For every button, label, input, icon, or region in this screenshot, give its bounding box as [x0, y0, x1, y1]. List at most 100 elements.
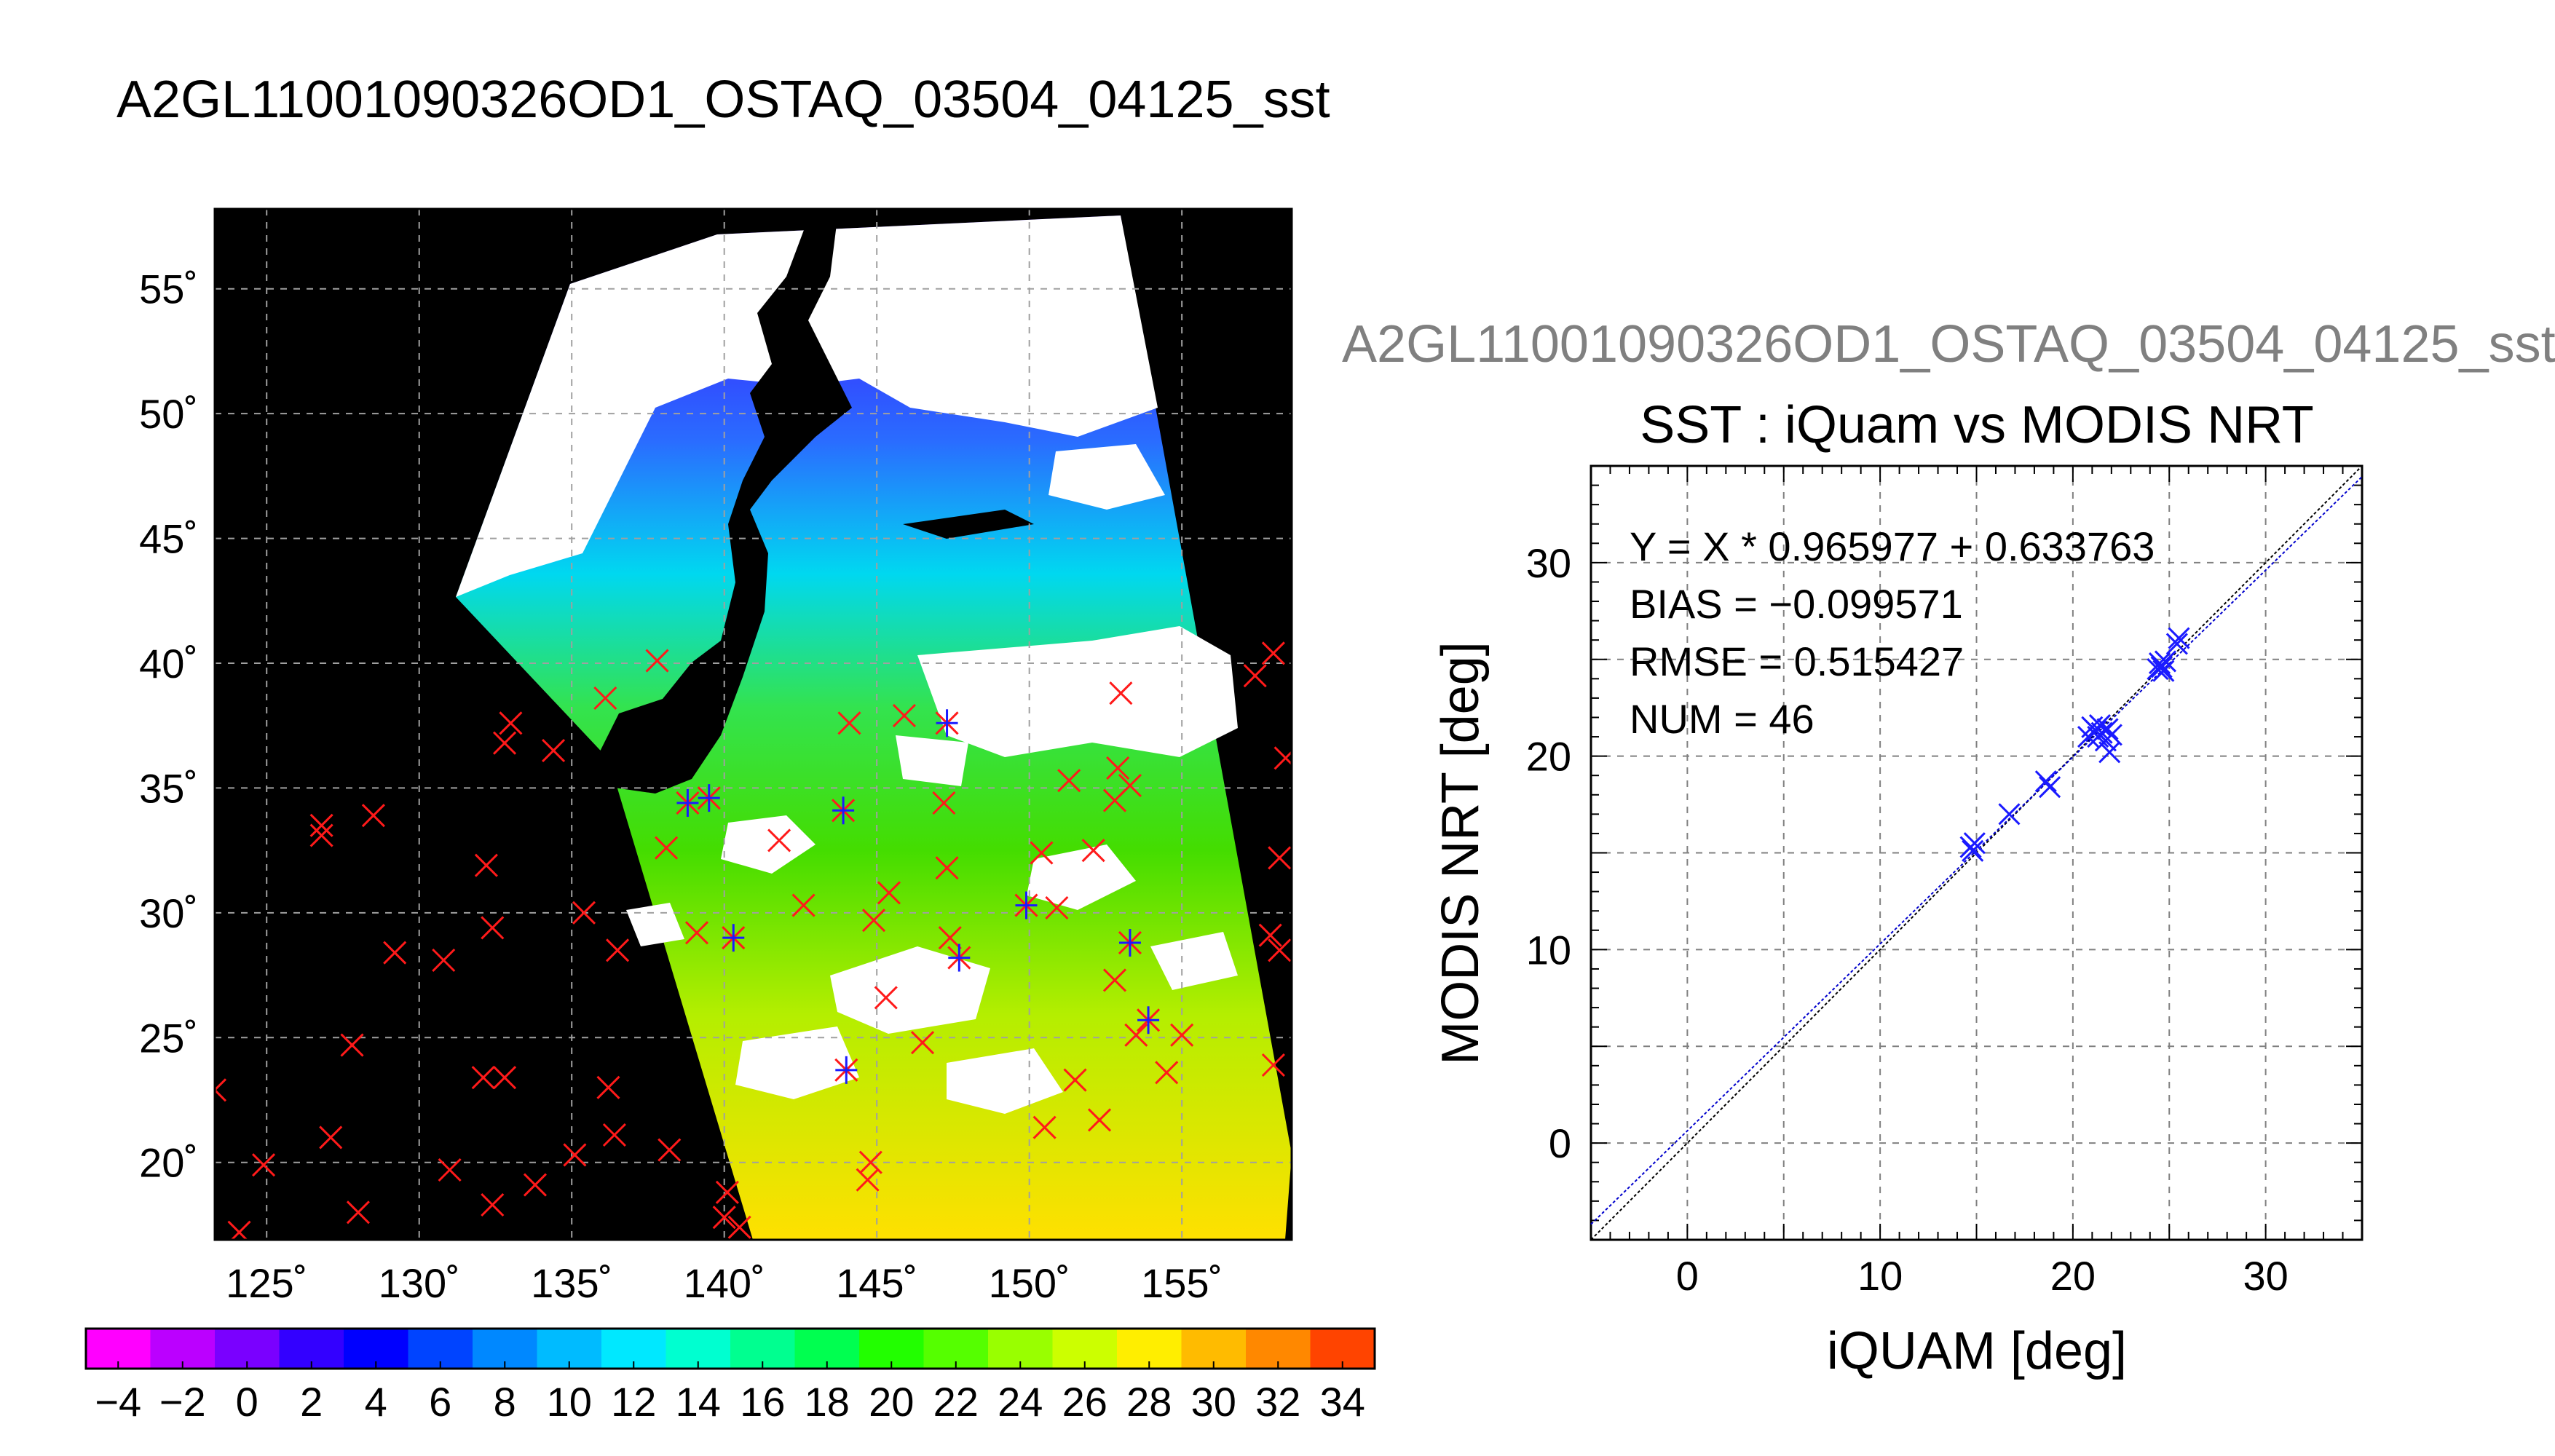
- red-x-marker: [1124, 1023, 1148, 1047]
- red-x-marker: [712, 1206, 736, 1230]
- red-x-marker: [1057, 769, 1081, 793]
- scatter-minor-ticks: [1591, 466, 2362, 1240]
- red-x-marker: [1299, 769, 1321, 791]
- map-y-tick-label: 30˚: [139, 890, 198, 936]
- scatter-point: [2150, 656, 2173, 678]
- red-x-marker: [523, 1173, 547, 1197]
- red-x-marker: [684, 921, 709, 945]
- map-y-tick-label: 50˚: [139, 391, 198, 437]
- red-x-marker: [563, 1143, 587, 1167]
- red-x-marker: [1030, 841, 1054, 865]
- scatter-x-tick-label: 0: [1676, 1253, 1699, 1299]
- red-x-marker: [645, 649, 669, 673]
- red-x-marker: [1293, 712, 1315, 734]
- scatter-point: [2154, 650, 2177, 673]
- red-x-marker: [1258, 923, 1282, 947]
- red-x-marker: [1268, 846, 1292, 870]
- colorbar-tick-label: 32: [1255, 1379, 1300, 1425]
- scatter-x-tick-label: 30: [2243, 1253, 2288, 1299]
- red-x-marker: [1087, 1108, 1112, 1132]
- red-x-marker: [474, 853, 498, 877]
- colorbar-tick-label: 0: [236, 1379, 258, 1425]
- scatter-point: [2088, 714, 2112, 737]
- red-x-marker: [1273, 746, 1292, 770]
- red-x-marker: [346, 1200, 370, 1224]
- red-x-marker: [602, 1123, 626, 1147]
- red-x-marker: [340, 1033, 364, 1057]
- map-markers: [215, 641, 1321, 1240]
- map-x-tick-label: 140˚: [684, 1260, 765, 1306]
- scatter-point: [2098, 741, 2121, 764]
- sst-map: [215, 209, 1321, 1240]
- red-x-marker: [481, 1192, 505, 1217]
- scatter-point: [2100, 724, 2122, 746]
- red-x-marker: [856, 1168, 880, 1192]
- red-x-marker: [319, 1125, 343, 1150]
- blue-star-marker: [935, 709, 959, 737]
- colorbar-tick-label: 34: [1320, 1379, 1365, 1425]
- land-mask: [597, 218, 1034, 794]
- red-x-marker: [837, 711, 861, 735]
- scatter-point: [2148, 652, 2171, 675]
- red-x-marker: [1268, 938, 1292, 962]
- scatter-tick-labels: 0 10 20 30 0 10 20 30: [1526, 540, 2289, 1299]
- red-x-marker: [767, 828, 791, 852]
- colorbar-tick-label: −2: [159, 1379, 206, 1425]
- sst-colorbar: −4 −2 0 2 4 6 8 10 12 14 16 18 20 22 24 26 28 30 32 34: [84, 1327, 1376, 1425]
- colorbar-tick-label: 20: [869, 1379, 914, 1425]
- red-x-marker: [1106, 756, 1130, 780]
- colorbar-tick-label: 14: [676, 1379, 721, 1425]
- red-x-marker: [910, 1031, 935, 1055]
- map-y-tick-label: 40˚: [139, 641, 198, 687]
- red-x-marker: [861, 909, 886, 933]
- scatter-xlabel: iQUAM [deg]: [1827, 1322, 2127, 1380]
- red-x-marker: [542, 738, 566, 763]
- red-x-marker: [596, 1075, 620, 1099]
- scatter-point: [2168, 627, 2190, 649]
- colorbar-tick-label: 16: [740, 1379, 785, 1425]
- red-x-marker: [1045, 895, 1069, 920]
- blue-star-marker: [697, 784, 721, 812]
- colorbar-tick-label: 22: [933, 1379, 979, 1425]
- map-x-tick-label: 145˚: [836, 1260, 917, 1306]
- red-x-marker: [309, 813, 333, 837]
- scatter-file-title: A2GL11001090326OD1_OSTAQ_03504_04125_sst: [1342, 315, 2555, 373]
- red-x-marker: [892, 703, 916, 728]
- red-x-marker: [215, 1078, 227, 1102]
- red-x-marker: [1155, 1061, 1179, 1085]
- colorbar-tick-label: 28: [1126, 1379, 1172, 1425]
- scatter-annotation: BIAS = −0.099571: [1630, 581, 1963, 627]
- red-x-marker: [655, 836, 679, 860]
- red-x-marker: [605, 938, 630, 962]
- red-x-marker: [1293, 780, 1315, 802]
- red-x-marker: [432, 948, 456, 973]
- red-x-marker: [791, 893, 816, 917]
- scatter-point: [2034, 770, 2057, 793]
- red-x-marker: [361, 804, 385, 828]
- cloud-mask: [456, 215, 1238, 1114]
- scatter-annotation: RMSE = 0.515427: [1630, 638, 1964, 684]
- red-x-marker: [1170, 1023, 1194, 1047]
- red-x-marker: [1243, 664, 1267, 688]
- scatter-annotation: NUM = 46: [1630, 696, 1814, 742]
- red-x-marker: [715, 1180, 739, 1204]
- red-x-marker: [1261, 1053, 1285, 1077]
- colorbar-tick-label: 10: [547, 1379, 592, 1425]
- map-x-tick-label: 155˚: [1141, 1260, 1223, 1306]
- red-x-marker: [499, 711, 523, 735]
- map-tick-labels: 125˚ 130˚ 135˚ 140˚ 145˚ 150˚ 155˚ 20˚ 25˚ 30˚ 35˚…: [139, 266, 1223, 1306]
- colorbar-tick-label: 6: [429, 1379, 451, 1425]
- blue-star-marker: [834, 1056, 858, 1084]
- red-x-marker: [1032, 1115, 1057, 1139]
- red-x-marker: [309, 823, 333, 847]
- red-x-marker: [874, 986, 898, 1010]
- fit-line: [1590, 476, 2363, 1225]
- red-x-marker: [1102, 968, 1127, 992]
- red-x-marker: [1081, 839, 1105, 863]
- blue-star-marker: [1118, 929, 1142, 957]
- red-x-marker: [1063, 1068, 1087, 1092]
- scatter-x-tick-label: 20: [2050, 1253, 2096, 1299]
- scatter-annotations: Y = X * 0.965977 + 0.633763 BIAS = −0.099…: [1630, 523, 2155, 742]
- scatter-y-tick-label: 20: [1526, 734, 1571, 780]
